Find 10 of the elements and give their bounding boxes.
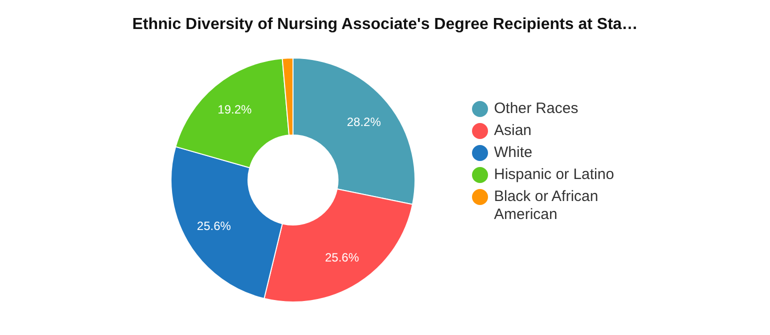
legend-label: Black or African American: [494, 188, 600, 224]
legend-label: Asian: [494, 122, 532, 140]
data-label: 28.2%: [346, 115, 382, 130]
data-label: 25.6%: [196, 219, 232, 234]
data-label: 25.6%: [325, 250, 360, 264]
chart-title: Ethnic Diversity of Nursing Associate's Degree Recipients at Sta…: [131, 16, 639, 34]
data-label: 19.2%: [218, 102, 252, 116]
legend-label: Hispanic or Latino: [494, 166, 614, 184]
legend-label: White: [494, 144, 532, 162]
legend-label: Other Races: [494, 100, 578, 118]
